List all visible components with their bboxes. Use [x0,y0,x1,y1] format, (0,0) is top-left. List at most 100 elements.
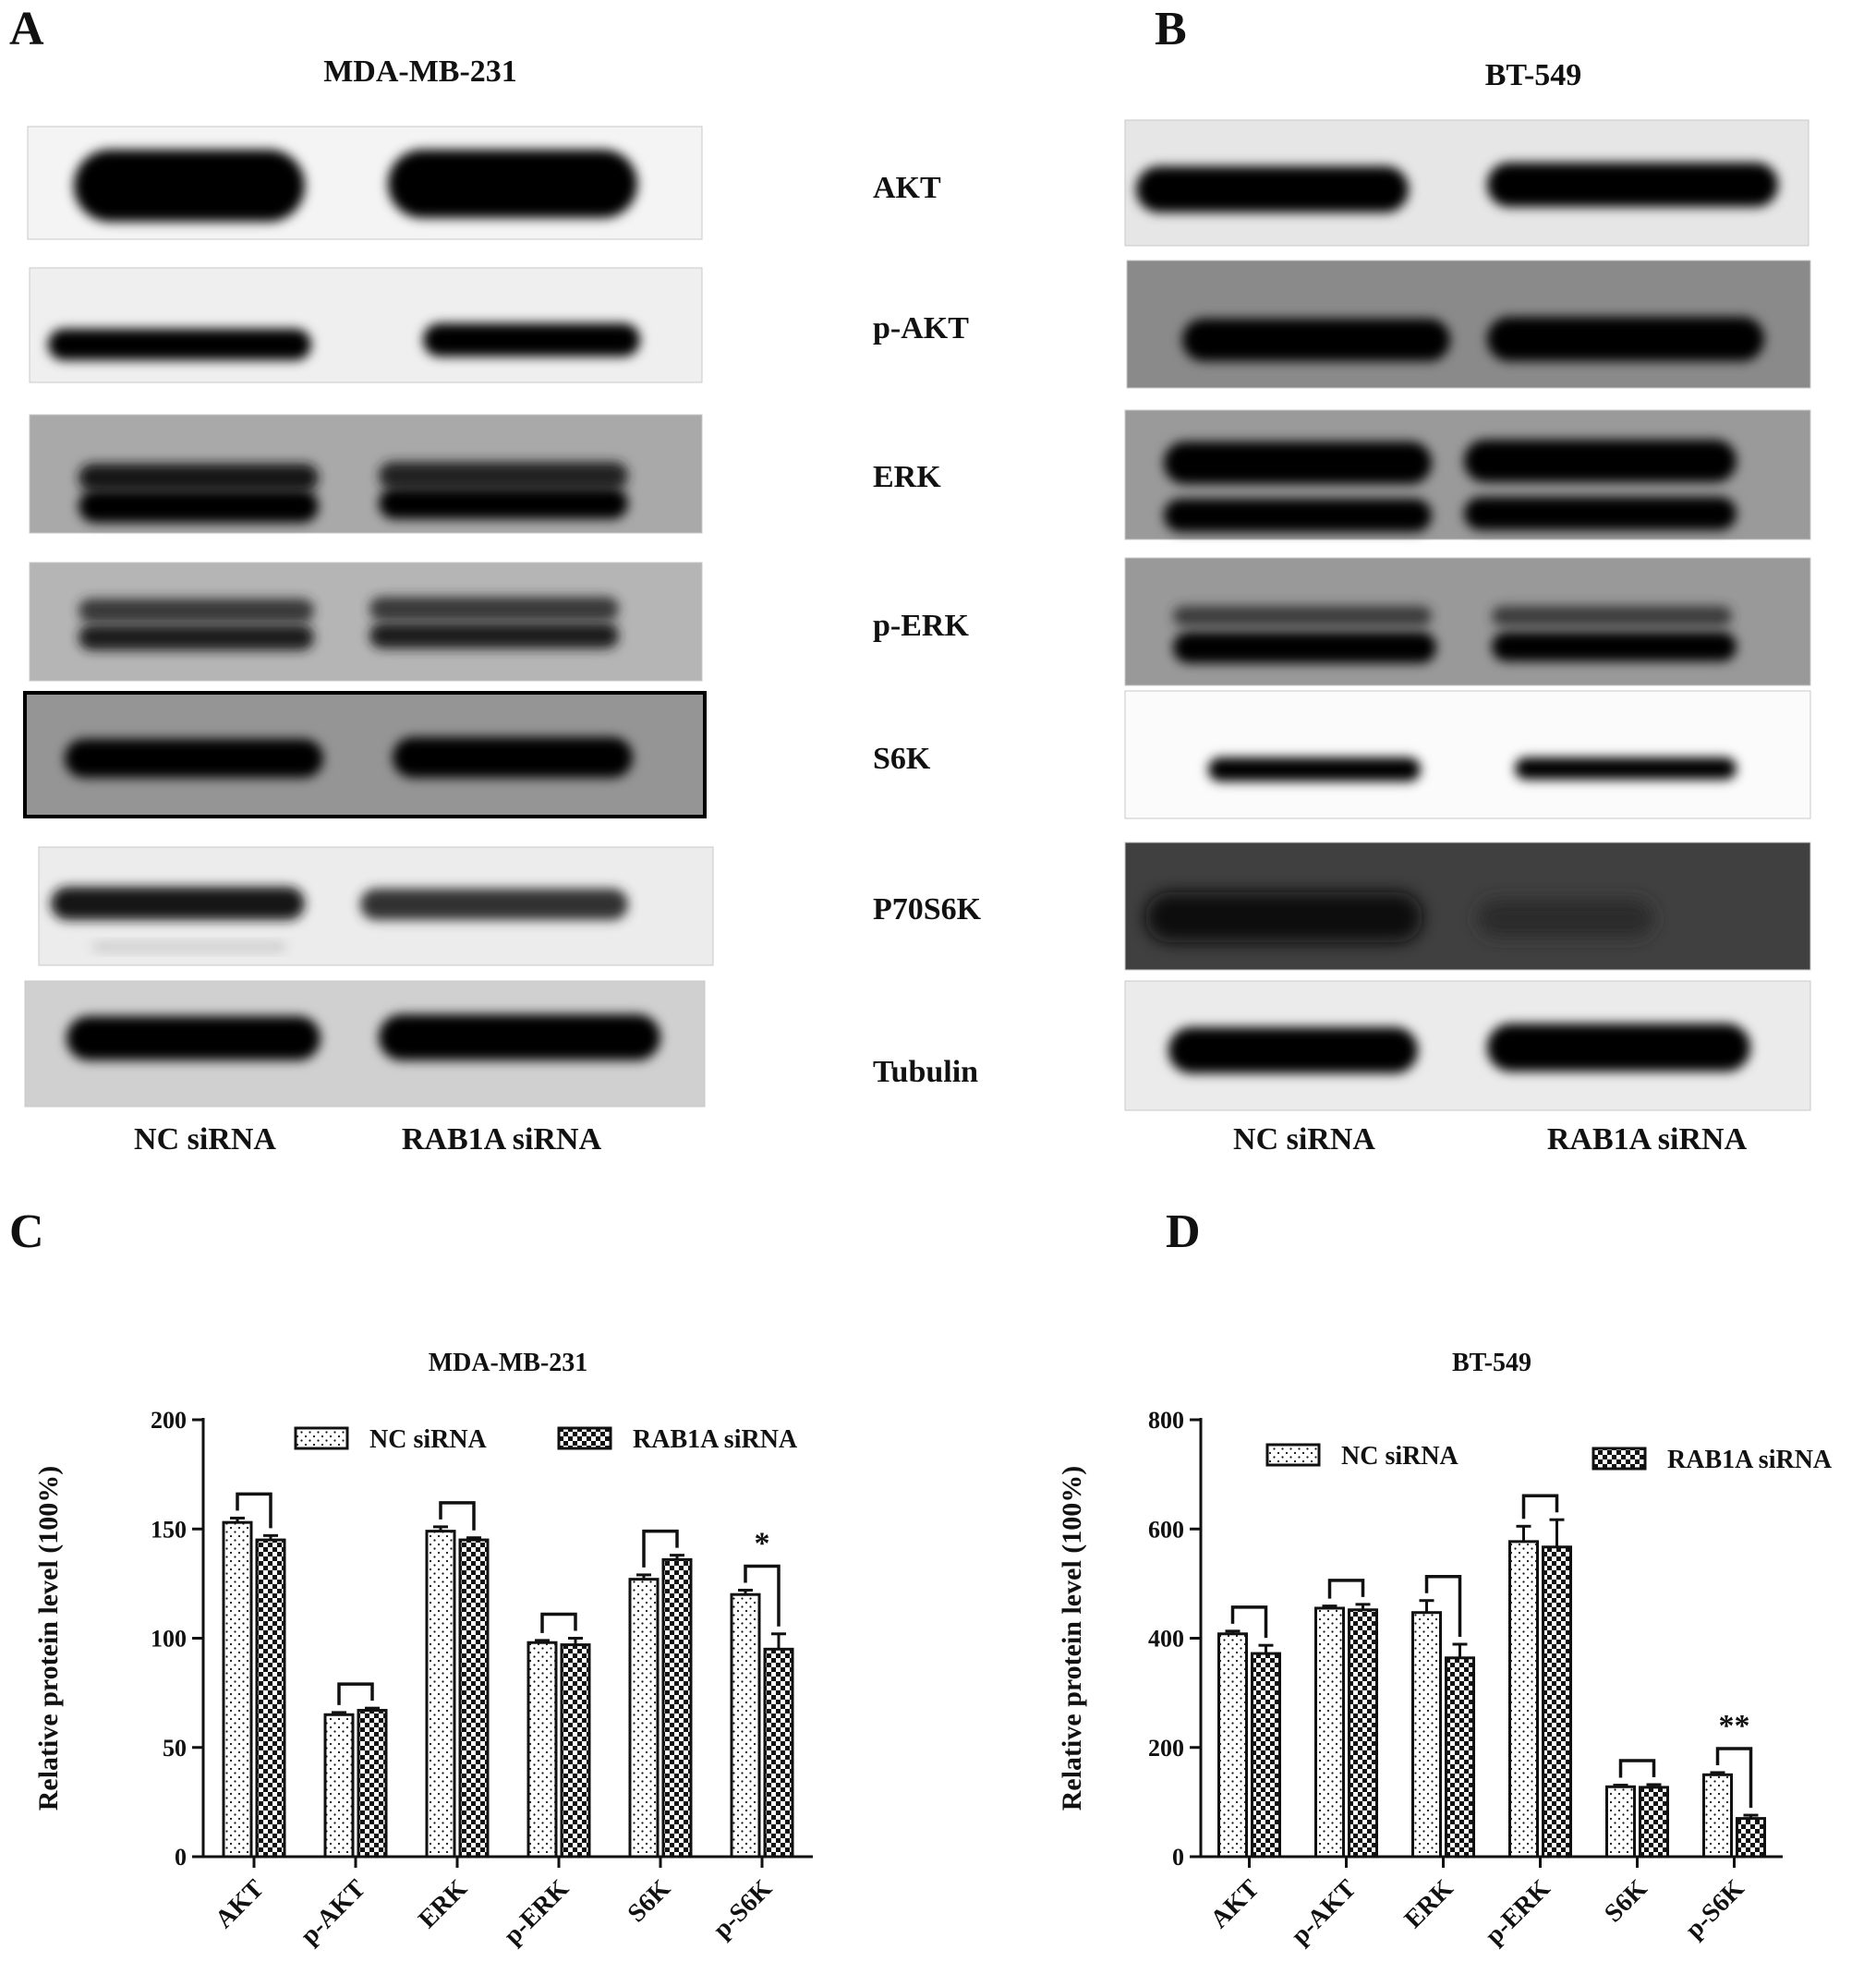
blot-b-strip-5 [1124,842,1811,971]
y-tick-label: 200 [1148,1735,1184,1762]
western-blot-b [1124,119,1811,1111]
bar-chart-d: BT-549 Relative protein level (100%) 0 200 4… [1057,1349,1833,1950]
legend-swatch [294,1426,349,1450]
blot-b-strip-2 [1124,409,1811,540]
blot-band [1487,163,1778,207]
blot-a-strip-1 [29,267,703,383]
blot-a-strip-4 [23,691,707,818]
bar-nc-siRNA-S6K [628,1578,660,1859]
blot-a-title: MDA-MB-231 [323,54,517,89]
protein-label-p70s6k: P70S6K [873,892,982,926]
blot-band [79,624,314,650]
protein-label-s6k: S6K [873,742,931,776]
blot-band [1492,606,1732,626]
y-tick-label: 200 [151,1407,187,1434]
y-tick-label: 0 [175,1844,187,1871]
blot-b-strip-1 [1126,260,1811,389]
western-blot-a [23,126,714,1108]
blot-band [74,150,305,222]
blot-band [65,739,323,778]
blot-band [92,942,286,951]
x-tick-label: AKT [1205,1874,1265,1934]
blot-band [67,1016,321,1060]
blot-strip-background [1124,690,1811,819]
blot-a-strip-3 [29,562,703,682]
blot-band [388,150,637,218]
x-tick-label: ERK [1399,1874,1459,1934]
y-tick-label: 150 [151,1516,187,1543]
x-tick-label: p-S6K [1680,1874,1750,1944]
bar-nc-siRNA-p-AKT [1314,1606,1345,1859]
bar-nc-siRNA-p-AKT [323,1713,355,1859]
protein-label-tubulin: Tubulin [873,1055,978,1089]
y-axis-label: Relative protein level (100%) [1057,1466,1087,1811]
bar-rab1a-siRNA-S6K [661,1557,693,1859]
bar-nc-siRNA-ERK [425,1530,456,1859]
blot-band [1478,900,1653,937]
comparison-bracket [1521,1494,1559,1520]
blot-band [360,889,628,920]
blot-a-strip-5 [38,846,714,966]
blot-band [1136,166,1409,212]
blot-band [51,887,305,920]
blot-band [1487,317,1764,361]
bar-rab1a-siRNA-AKT [255,1538,286,1859]
comparison-bracket [744,1564,781,1627]
comparison-bracket [1327,1579,1365,1599]
legend-swatch [1265,1443,1321,1467]
blot-band [79,464,319,491]
comparison-bracket [540,1612,577,1633]
bar-nc-siRNA-p-S6K [1702,1773,1733,1859]
x-tick-label: p-ERK [499,1874,575,1951]
legend-label: RAB1A siRNA [633,1425,798,1454]
comparison-bracket [1715,1747,1753,1809]
blot-band [1182,319,1450,361]
blot-band [379,462,628,490]
blot-band [1208,757,1421,781]
legend-label: RAB1A siRNA [1667,1446,1833,1474]
blot-band [393,737,633,778]
blot-band [1164,499,1432,532]
blot-band [1145,892,1422,942]
bar-rab1a-siRNA-p-ERK [560,1643,591,1859]
blot-b-lane-nc: NC siRNA [1233,1122,1375,1156]
x-tick-label: S6K [1599,1874,1652,1928]
significance-marker: ** [1719,1709,1750,1743]
bar-rab1a-siRNA-p-ERK [1542,1545,1572,1859]
protein-label-p-akt: p-AKT [873,311,969,345]
bar-rab1a-siRNA-p-AKT [357,1709,388,1859]
bar-rab1a-siRNA-S6K [1639,1786,1669,1859]
bar-chart-c: MDA-MB-231 Relative protein level (100%) 0… [33,1349,813,1950]
protein-labels: AKT p-AKT ERK p-ERK S6K P70S6K Tubulin [873,171,982,1089]
y-tick-label: 50 [163,1735,187,1762]
blot-band [1464,497,1737,530]
y-tick-label: 0 [1172,1844,1184,1871]
blot-band [1164,442,1432,484]
chart-title: MDA-MB-231 [429,1349,588,1377]
significance-marker: * [755,1526,770,1560]
bar-nc-siRNA-p-ERK [1508,1540,1539,1859]
y-tick-label: 800 [1148,1407,1184,1434]
blot-b-strip-0 [1124,119,1809,247]
blot-a-lane-rab1a: RAB1A siRNA [402,1122,602,1156]
blot-b-strip-3 [1124,557,1811,686]
blot-a-strip-6 [24,980,706,1108]
bar-nc-siRNA-p-S6K [730,1592,761,1859]
x-tick-label: p-ERK [1480,1874,1556,1951]
bar-nc-siRNA-ERK [1411,1611,1442,1859]
protein-label-akt: AKT [873,171,941,205]
blot-b-strip-6 [1124,980,1811,1111]
panel-letter-b: B [1155,3,1187,55]
blot-a-strip-2 [29,414,703,534]
blot-b-title: BT-549 [1485,58,1582,92]
comparison-bracket [236,1492,272,1529]
blot-band [369,597,619,621]
comparison-bracket [1618,1759,1656,1778]
bar-rab1a-siRNA-ERK [458,1538,490,1859]
blot-band [1173,606,1432,626]
blot-band [1515,757,1737,780]
panel-letter-a: A [9,3,44,55]
y-tick-label: 400 [1148,1626,1184,1653]
protein-label-p-erk: p-ERK [873,609,969,643]
comparison-bracket [1424,1574,1462,1637]
